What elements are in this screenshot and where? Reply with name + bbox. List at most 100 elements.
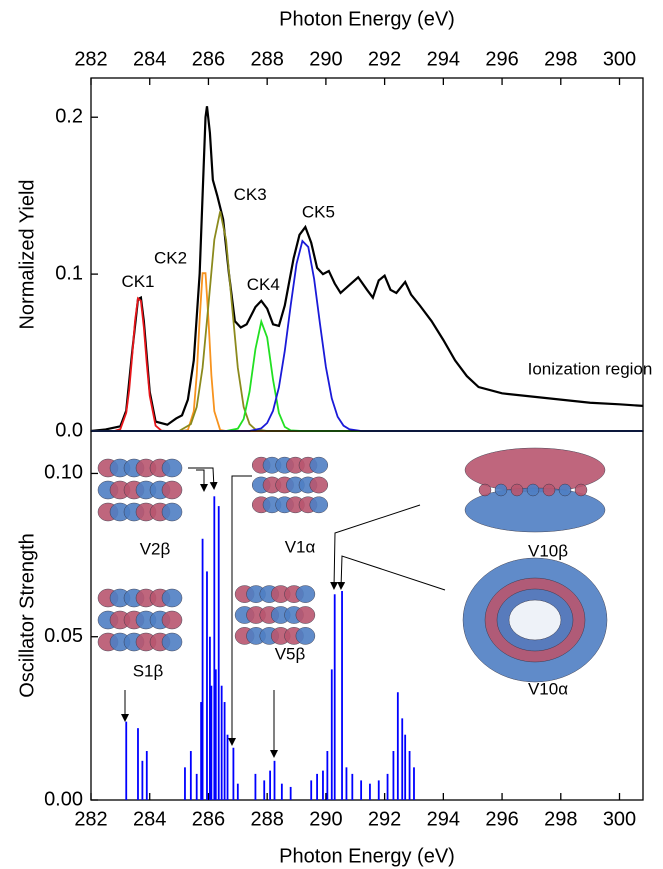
stick (360, 780, 363, 800)
series-line (91, 211, 643, 432)
plot-frame (90, 430, 644, 801)
stick (322, 770, 324, 800)
annotation: V2β (140, 539, 171, 558)
x-tick-label: 282 (74, 48, 107, 70)
x-tick-label: 294 (427, 808, 460, 830)
x-tick-label: 284 (133, 48, 166, 70)
orbital-lobe (574, 483, 588, 497)
x-tick-label: 298 (544, 48, 577, 70)
x-tick-label: 290 (309, 48, 342, 70)
y-tick-label: 0.0 (55, 419, 83, 441)
stick (213, 496, 216, 800)
series-line (90, 106, 644, 433)
stick (200, 702, 203, 800)
orbital-lobe (558, 483, 572, 497)
stick (326, 751, 329, 800)
stick (217, 506, 220, 800)
stick (209, 636, 211, 800)
orbital-lobe (161, 480, 183, 500)
annotation: V10α (528, 679, 568, 698)
x-tick-label: 284 (133, 808, 166, 830)
orbital-lobe (295, 627, 316, 645)
stick (413, 767, 415, 800)
orbital-lobe (309, 456, 329, 474)
stick (201, 538, 204, 800)
annotation: V1α (285, 537, 316, 556)
x-tick-label: 298 (544, 808, 577, 830)
stick (396, 692, 399, 800)
stick (341, 591, 343, 800)
series-label: CK4 (247, 275, 280, 294)
x-tick-label: 294 (427, 48, 460, 70)
annotation: Ionization region (528, 359, 653, 378)
x-tick-label: 300 (603, 48, 636, 70)
series-line (91, 239, 643, 432)
series-label: CK3 (234, 185, 267, 204)
stick (236, 783, 239, 800)
stick (269, 770, 272, 800)
stick (263, 780, 266, 800)
orbital-lobe (161, 632, 183, 652)
arrow (188, 467, 218, 490)
x-tick-label: 300 (603, 808, 636, 830)
stick (137, 728, 139, 800)
orbital-lobe (526, 483, 540, 497)
stick (184, 767, 186, 800)
x-tick-label: 288 (250, 808, 283, 830)
stick (280, 783, 283, 800)
stick (330, 669, 333, 800)
orbital-lobe (494, 483, 508, 497)
y-tick-label: 0.2 (55, 106, 83, 128)
stick (226, 734, 229, 800)
series-line (91, 296, 643, 432)
x-tick-label: 286 (192, 808, 225, 830)
orbital-lobe (508, 599, 562, 641)
stick (254, 773, 257, 800)
y-tick-label: 0.10 (44, 462, 83, 484)
annotation: S1β (133, 661, 164, 680)
orbital-lobe (161, 502, 183, 522)
x-tick-label: 292 (368, 808, 401, 830)
stick (189, 751, 192, 800)
orbital-lobe (161, 588, 183, 608)
stick (223, 702, 226, 800)
stick (220, 685, 223, 800)
stick (408, 751, 411, 800)
stick (210, 685, 213, 800)
y-tick-label: 0.1 (55, 262, 83, 284)
orbital-lobe (161, 610, 183, 630)
arrow (196, 469, 208, 492)
stick (141, 760, 144, 800)
stick (289, 786, 292, 800)
x-tick-label: 282 (74, 808, 107, 830)
arrow (337, 555, 446, 591)
series-label: CK2 (154, 249, 187, 268)
stick (401, 718, 404, 800)
y-axis-title: Normalized Yield (16, 179, 38, 329)
stick (232, 747, 235, 800)
x-tick-label: 288 (250, 48, 283, 70)
arrow (228, 475, 252, 746)
annotation: V10β (528, 541, 568, 560)
x-tick-label: 292 (368, 48, 401, 70)
stick (273, 760, 276, 800)
x-tick-label: 296 (485, 808, 518, 830)
annotation: V5β (275, 644, 306, 663)
orbital-lobe (510, 483, 524, 497)
stick (404, 734, 407, 800)
orbital-lobe (542, 483, 556, 497)
stick (206, 571, 208, 800)
series-label: CK5 (302, 202, 335, 221)
stick (345, 767, 348, 800)
stick (214, 669, 217, 800)
stick (377, 780, 380, 800)
y-tick-label: 0.00 (44, 788, 83, 810)
stick (369, 783, 371, 800)
stick (316, 773, 318, 800)
orbital-lobe (295, 585, 316, 603)
orbital-lobe (309, 476, 329, 494)
orbital-lobe (295, 606, 316, 624)
stick (195, 773, 198, 800)
arrow (330, 504, 421, 590)
